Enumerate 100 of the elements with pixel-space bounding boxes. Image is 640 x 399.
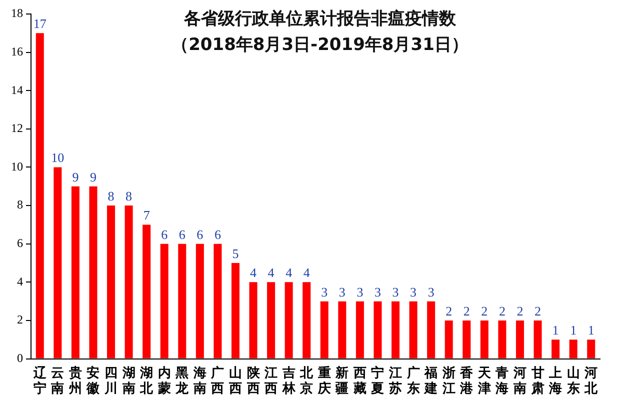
- bar: [142, 224, 151, 358]
- x-tick-label: 江苏: [388, 366, 402, 397]
- y-tick-label: 8: [17, 198, 23, 212]
- data-label: 9: [90, 169, 96, 184]
- data-label: 2: [498, 303, 506, 318]
- x-tick-label: 海南: [192, 366, 206, 397]
- data-label: 2: [516, 303, 524, 318]
- data-label: 3: [374, 284, 381, 300]
- data-label: 4: [303, 265, 310, 280]
- data-label: 5: [232, 246, 239, 261]
- x-tick-label: 新疆: [334, 364, 349, 397]
- data-label: 3: [356, 284, 364, 300]
- data-label: 2: [463, 303, 470, 318]
- x-tick-label: 内蒙: [156, 366, 171, 397]
- bar: [231, 263, 240, 358]
- chart-title: 各省级行政单位累计报告非瘟疫情数: [184, 9, 456, 29]
- data-label: 1: [570, 322, 577, 338]
- data-label: 2: [481, 303, 488, 318]
- data-label: 3: [428, 284, 434, 300]
- bar: [392, 301, 400, 358]
- x-tick-label: 山西: [228, 366, 242, 397]
- bar: [552, 340, 560, 358]
- x-tick-label: 广东: [406, 364, 420, 397]
- x-tick-label: 甘肃: [530, 366, 544, 397]
- y-tick-label: 2: [17, 312, 23, 327]
- data-label: 10: [51, 150, 64, 166]
- bar: [214, 244, 222, 358]
- bar: [374, 301, 382, 358]
- x-tick-label: 辽宁: [32, 366, 48, 397]
- bar: [284, 282, 293, 358]
- data-label: 6: [196, 226, 204, 242]
- bar: [480, 320, 488, 358]
- x-tick-label: 西藏: [352, 366, 366, 397]
- x-tick-label: 北京: [299, 366, 314, 397]
- data-label: 2: [446, 303, 452, 318]
- text: （2018年8月3日-2019年8月31日）: [172, 35, 468, 55]
- data-label: 4: [250, 265, 258, 280]
- bar: [516, 320, 524, 358]
- x-tick-label: 河南: [512, 366, 526, 397]
- data-label: 8: [108, 188, 114, 204]
- bar: [107, 206, 116, 358]
- data-label: 8: [126, 188, 132, 204]
- bar: [71, 186, 80, 358]
- data-label: 6: [178, 226, 186, 242]
- bar: [178, 244, 186, 358]
- x-tick-label: 广西: [210, 364, 224, 397]
- x-tick-label: 天津: [476, 366, 492, 397]
- x-tick-label: 陕西: [246, 366, 261, 397]
- x-tick-label: 湖北: [139, 366, 154, 397]
- bar: [356, 301, 364, 358]
- y-tick-label: 6: [17, 236, 23, 250]
- bar: [302, 282, 311, 358]
- bar: [320, 301, 328, 358]
- x-tick-label: 贵州: [68, 364, 82, 397]
- data-label: 6: [161, 226, 168, 242]
- data-label: 2: [534, 303, 542, 318]
- bar: [462, 320, 471, 358]
- x-tick-label: 上海: [548, 366, 562, 397]
- x-tick-label: 香港: [459, 364, 474, 397]
- x-tick-label: 重庆: [316, 364, 331, 397]
- x-tick-label: 山东: [566, 366, 580, 397]
- x-tick-label: 青海: [494, 366, 509, 397]
- y-tick-label: 16: [11, 44, 23, 58]
- x-tick-label: 四川: [104, 366, 118, 397]
- data-label: 1: [552, 322, 559, 338]
- bar: [427, 301, 436, 358]
- data-label: 9: [72, 169, 79, 184]
- y-tick-label: 14: [11, 82, 23, 97]
- x-tick-label: 安徽: [86, 364, 101, 397]
- x-tick-label: 宁夏: [370, 364, 384, 397]
- data-label: 3: [410, 284, 417, 300]
- bar: [534, 320, 542, 358]
- bar: [569, 340, 578, 358]
- x-tick-label: 黑龙: [174, 366, 190, 397]
- x-tick-label: 云南: [50, 366, 64, 397]
- y-tick-label: 18: [11, 6, 23, 20]
- x-tick-label: 江西: [264, 366, 278, 397]
- bar: [54, 167, 62, 358]
- y-tick-label: 12: [11, 121, 23, 136]
- bar: [409, 301, 418, 358]
- x-tick-label: 河北: [584, 366, 599, 397]
- data-label: 3: [392, 284, 399, 300]
- y-tick-label: 0: [17, 350, 23, 365]
- bar: [124, 206, 133, 358]
- x-tick-label: 浙江: [441, 366, 456, 397]
- data-label: 1: [588, 322, 594, 338]
- x-tick-label: 福建: [424, 364, 438, 397]
- bar: [36, 33, 44, 358]
- data-label: 4: [268, 265, 275, 280]
- bar: [587, 340, 596, 358]
- bar: [498, 320, 506, 358]
- y-tick-label: 10: [11, 159, 23, 174]
- bar: [444, 320, 453, 358]
- data-label: 17: [33, 16, 47, 32]
- bar: [249, 282, 258, 358]
- data-label: 3: [338, 284, 346, 300]
- data-label: 7: [143, 208, 150, 223]
- x-tick-label: 湖南: [121, 366, 136, 397]
- bar: [196, 244, 204, 358]
- data-label: 6: [214, 226, 222, 242]
